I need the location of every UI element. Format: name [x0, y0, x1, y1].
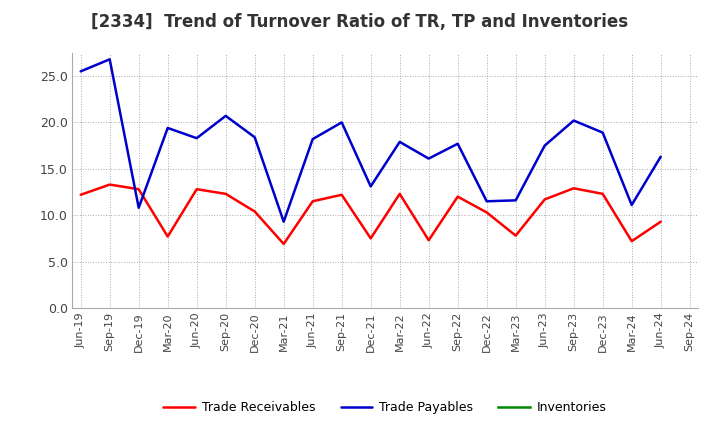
Trade Payables: [338, 120, 346, 125]
Trade Receivables: [570, 186, 578, 191]
Trade Payables: [221, 113, 230, 118]
Trade Receivables: [424, 238, 433, 243]
Trade Payables: [105, 57, 114, 62]
Line: Trade Payables: Trade Payables: [81, 59, 661, 222]
Trade Receivables: [163, 234, 172, 239]
Trade Receivables: [454, 194, 462, 199]
Trade Receivables: [76, 192, 85, 198]
Trade Receivables: [511, 233, 520, 238]
Trade Payables: [163, 125, 172, 131]
Trade Receivables: [135, 187, 143, 192]
Trade Receivables: [251, 209, 259, 214]
Trade Payables: [251, 135, 259, 140]
Trade Receivables: [657, 219, 665, 224]
Trade Receivables: [221, 191, 230, 197]
Trade Payables: [76, 69, 85, 74]
Trade Receivables: [395, 191, 404, 197]
Trade Payables: [366, 184, 375, 189]
Trade Receivables: [598, 191, 607, 197]
Trade Payables: [135, 205, 143, 210]
Trade Payables: [627, 202, 636, 208]
Line: Trade Receivables: Trade Receivables: [81, 184, 661, 244]
Trade Payables: [308, 136, 317, 142]
Trade Receivables: [366, 236, 375, 241]
Text: [2334]  Trend of Turnover Ratio of TR, TP and Inventories: [2334] Trend of Turnover Ratio of TR, TP…: [91, 13, 629, 31]
Trade Payables: [541, 143, 549, 148]
Trade Payables: [657, 154, 665, 159]
Trade Receivables: [541, 197, 549, 202]
Legend: Trade Receivables, Trade Payables, Inventories: Trade Receivables, Trade Payables, Inven…: [158, 396, 612, 419]
Trade Payables: [279, 219, 288, 224]
Trade Receivables: [105, 182, 114, 187]
Trade Payables: [598, 130, 607, 135]
Trade Payables: [570, 118, 578, 123]
Trade Payables: [192, 136, 201, 141]
Trade Receivables: [338, 192, 346, 198]
Trade Payables: [424, 156, 433, 161]
Trade Payables: [511, 198, 520, 203]
Trade Receivables: [192, 187, 201, 192]
Trade Payables: [454, 141, 462, 147]
Trade Payables: [395, 139, 404, 144]
Trade Receivables: [308, 198, 317, 204]
Trade Payables: [482, 198, 491, 204]
Trade Receivables: [482, 210, 491, 215]
Trade Receivables: [627, 238, 636, 244]
Trade Receivables: [279, 241, 288, 246]
